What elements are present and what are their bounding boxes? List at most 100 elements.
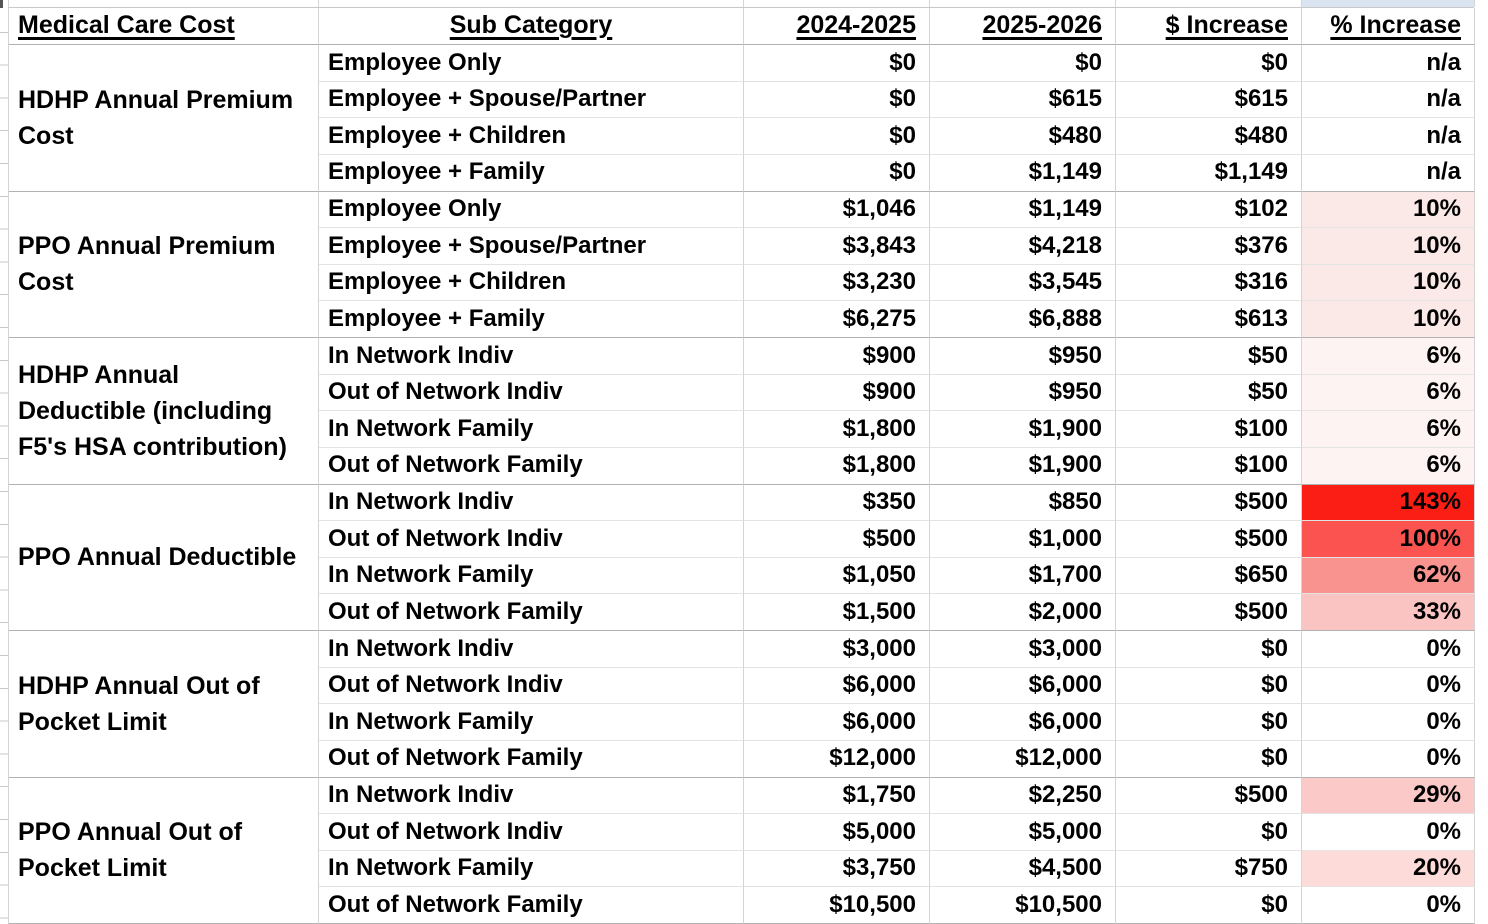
percent-increase-cell[interactable]: 0% (1302, 887, 1475, 924)
dollar-increase-cell[interactable]: $750 (1116, 850, 1302, 888)
value-2025-2026-cell[interactable]: $3,545 (930, 264, 1116, 302)
value-2024-2025-cell[interactable]: $1,050 (744, 557, 930, 595)
value-2025-2026-cell[interactable]: $4,218 (930, 228, 1116, 265)
sub-category-cell[interactable]: Out of Network Indiv (319, 814, 744, 851)
col-header-sub-category[interactable]: Sub Category (319, 8, 744, 45)
percent-increase-cell[interactable]: 143% (1302, 484, 1475, 522)
value-2024-2025-cell[interactable]: $1,800 (744, 411, 930, 448)
dollar-increase-cell[interactable]: $0 (1116, 740, 1302, 778)
value-2024-2025-cell[interactable]: $6,275 (744, 301, 930, 338)
percent-increase-cell[interactable]: 6% (1302, 338, 1475, 375)
dollar-increase-cell[interactable]: $500 (1116, 594, 1302, 631)
sub-category-cell[interactable]: Employee + Family (319, 154, 744, 192)
dollar-increase-cell[interactable]: $0 (1116, 45, 1302, 82)
sub-category-cell[interactable]: Employee + Children (319, 118, 744, 155)
dollar-increase-cell[interactable]: $50 (1116, 338, 1302, 375)
sub-category-cell[interactable]: Out of Network Indiv (319, 667, 744, 705)
percent-increase-cell[interactable]: n/a (1302, 45, 1475, 82)
sub-category-cell[interactable]: In Network Family (319, 850, 744, 888)
sub-category-cell[interactable]: In Network Family (319, 704, 744, 741)
sub-category-cell[interactable]: Employee Only (319, 45, 744, 82)
dollar-increase-cell[interactable]: $0 (1116, 887, 1302, 924)
value-2024-2025-cell[interactable]: $350 (744, 484, 930, 522)
percent-increase-cell[interactable]: 20% (1302, 850, 1475, 888)
value-2025-2026-cell[interactable]: $12,000 (930, 740, 1116, 778)
dollar-increase-cell[interactable]: $615 (1116, 81, 1302, 119)
percent-increase-cell[interactable]: 6% (1302, 374, 1475, 412)
value-2025-2026-cell[interactable]: $950 (930, 374, 1116, 412)
percent-increase-cell[interactable]: 0% (1302, 631, 1475, 668)
percent-increase-cell[interactable]: 0% (1302, 814, 1475, 851)
dollar-increase-cell[interactable]: $102 (1116, 191, 1302, 229)
value-2024-2025-cell[interactable]: $1,500 (744, 594, 930, 631)
category-cell[interactable]: HDHP Annual Out of Pocket Limit (9, 631, 319, 778)
sub-category-cell[interactable]: Out of Network Family (319, 594, 744, 631)
sub-category-cell[interactable]: In Network Family (319, 411, 744, 448)
category-cell[interactable]: HDHP Annual Deductible (including F5's H… (9, 338, 319, 485)
category-cell[interactable]: HDHP Annual Premium Cost (9, 45, 319, 192)
sub-category-cell[interactable]: Employee Only (319, 191, 744, 229)
value-2024-2025-cell[interactable]: $0 (744, 118, 930, 155)
dollar-increase-cell[interactable]: $613 (1116, 301, 1302, 338)
category-cell[interactable]: PPO Annual Out of Pocket Limit (9, 777, 319, 924)
value-2024-2025-cell[interactable]: $500 (744, 521, 930, 558)
sub-category-cell[interactable]: In Network Indiv (319, 631, 744, 668)
percent-increase-cell[interactable]: 10% (1302, 301, 1475, 338)
sub-category-cell[interactable]: In Network Indiv (319, 338, 744, 375)
dollar-increase-cell[interactable]: $0 (1116, 704, 1302, 741)
dollar-increase-cell[interactable]: $500 (1116, 521, 1302, 558)
col-header-dollar-increase[interactable]: $ Increase (1116, 8, 1302, 45)
dollar-increase-cell[interactable]: $376 (1116, 228, 1302, 265)
value-2024-2025-cell[interactable]: $0 (744, 81, 930, 119)
value-2024-2025-cell[interactable]: $6,000 (744, 704, 930, 741)
value-2025-2026-cell[interactable]: $480 (930, 118, 1116, 155)
value-2025-2026-cell[interactable]: $850 (930, 484, 1116, 522)
percent-increase-cell[interactable]: n/a (1302, 81, 1475, 119)
value-2025-2026-cell[interactable]: $1,700 (930, 557, 1116, 595)
value-2025-2026-cell[interactable]: $2,250 (930, 777, 1116, 815)
dollar-increase-cell[interactable]: $0 (1116, 667, 1302, 705)
col-header-medical-care-cost[interactable]: Medical Care Cost (9, 8, 319, 45)
value-2024-2025-cell[interactable]: $6,000 (744, 667, 930, 705)
sub-category-cell[interactable]: Out of Network Family (319, 740, 744, 778)
sub-category-cell[interactable]: Out of Network Family (319, 447, 744, 485)
value-2025-2026-cell[interactable]: $4,500 (930, 850, 1116, 888)
value-2025-2026-cell[interactable]: $6,000 (930, 667, 1116, 705)
sub-category-cell[interactable]: In Network Family (319, 557, 744, 595)
dollar-increase-cell[interactable]: $480 (1116, 118, 1302, 155)
sub-category-cell[interactable]: Out of Network Family (319, 887, 744, 924)
sub-category-cell[interactable]: Employee + Children (319, 264, 744, 302)
dollar-increase-cell[interactable]: $1,149 (1116, 154, 1302, 192)
percent-increase-cell[interactable]: 62% (1302, 557, 1475, 595)
dollar-increase-cell[interactable]: $650 (1116, 557, 1302, 595)
dollar-increase-cell[interactable]: $0 (1116, 631, 1302, 668)
percent-increase-cell[interactable]: 10% (1302, 264, 1475, 302)
sub-category-cell[interactable]: Employee + Family (319, 301, 744, 338)
percent-increase-cell[interactable]: 100% (1302, 521, 1475, 558)
value-2025-2026-cell[interactable]: $5,000 (930, 814, 1116, 851)
percent-increase-cell[interactable]: 33% (1302, 594, 1475, 631)
value-2025-2026-cell[interactable]: $1,000 (930, 521, 1116, 558)
value-2025-2026-cell[interactable]: $1,149 (930, 154, 1116, 192)
value-2024-2025-cell[interactable]: $5,000 (744, 814, 930, 851)
value-2025-2026-cell[interactable]: $1,900 (930, 447, 1116, 485)
value-2025-2026-cell[interactable]: $6,888 (930, 301, 1116, 338)
value-2024-2025-cell[interactable]: $3,230 (744, 264, 930, 302)
value-2024-2025-cell[interactable]: $10,500 (744, 887, 930, 924)
value-2025-2026-cell[interactable]: $10,500 (930, 887, 1116, 924)
value-2025-2026-cell[interactable]: $3,000 (930, 631, 1116, 668)
value-2024-2025-cell[interactable]: $1,046 (744, 191, 930, 229)
percent-increase-cell[interactable]: n/a (1302, 118, 1475, 155)
dollar-increase-cell[interactable]: $0 (1116, 814, 1302, 851)
sub-category-cell[interactable]: Out of Network Indiv (319, 521, 744, 558)
value-2025-2026-cell[interactable]: $1,900 (930, 411, 1116, 448)
col-header-2024-2025[interactable]: 2024-2025 (744, 8, 930, 45)
value-2025-2026-cell[interactable]: $950 (930, 338, 1116, 375)
value-2025-2026-cell[interactable]: $6,000 (930, 704, 1116, 741)
percent-increase-cell[interactable]: 6% (1302, 411, 1475, 448)
sub-category-cell[interactable]: Employee + Spouse/Partner (319, 228, 744, 265)
value-2024-2025-cell[interactable]: $0 (744, 45, 930, 82)
percent-increase-cell[interactable]: 10% (1302, 228, 1475, 265)
value-2024-2025-cell[interactable]: $1,800 (744, 447, 930, 485)
percent-increase-cell[interactable]: 0% (1302, 740, 1475, 778)
